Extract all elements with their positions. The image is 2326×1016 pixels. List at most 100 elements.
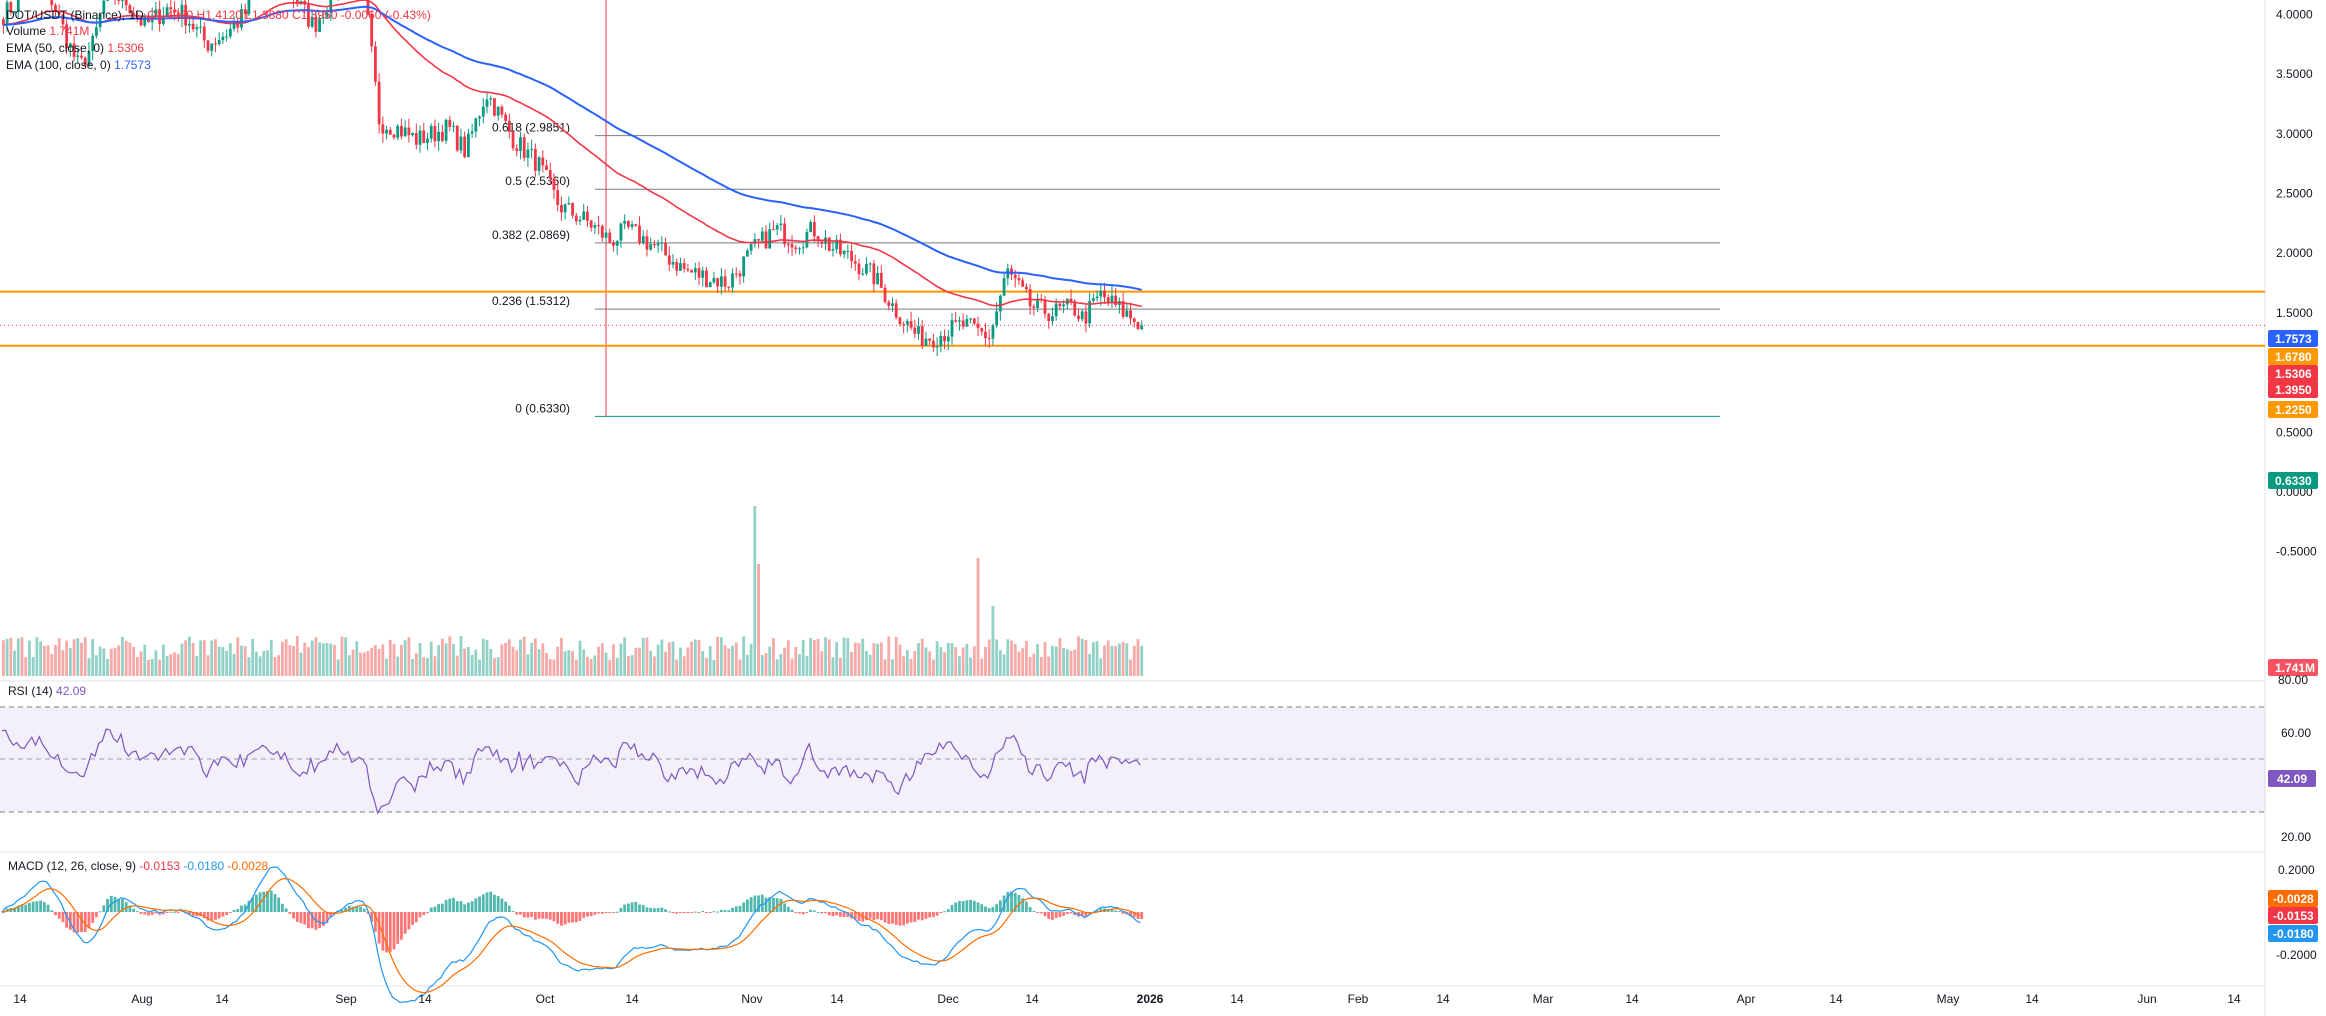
macd-histogram-bar [853, 912, 857, 920]
candle-body [917, 326, 920, 334]
volume-bar [1136, 639, 1140, 676]
macd-histogram-bar [173, 911, 176, 913]
macd-histogram-bar [396, 912, 400, 944]
candle-body [805, 231, 809, 248]
macd-histogram-bar [612, 912, 615, 914]
horizontal-levels[interactable] [0, 290, 2265, 347]
macd-histogram-bar [991, 907, 995, 912]
ema50-label[interactable]: EMA (50, close, 0) [6, 41, 105, 55]
time-axis[interactable]: 14 Aug 14 Sep 14 Oct 14 Nov 14 Dec 14 2026 14 Feb 14 Ma… [13, 992, 2241, 1006]
macd-histogram-bar [269, 890, 273, 912]
candle-body [188, 23, 191, 26]
candle-body [236, 23, 240, 28]
candle-body [738, 273, 742, 277]
volume-bar [961, 647, 965, 676]
volume-bar [519, 639, 522, 676]
volume-bar [541, 643, 545, 676]
volume-bar [340, 636, 344, 676]
candle-body [1036, 298, 1039, 308]
macd-histogram-bar [437, 904, 441, 912]
candle-body [530, 148, 534, 150]
symbol-title[interactable]: DOT/USDT (Binance), 1D [6, 8, 144, 22]
macd-histogram-bar [824, 912, 827, 914]
macd-histogram-bar [448, 898, 452, 912]
macd-histogram-bar [1080, 912, 1084, 917]
volume-bar [612, 644, 615, 676]
volume-bar [158, 659, 162, 676]
volume-bar [440, 638, 444, 676]
time-axis-label: 14 [1625, 992, 1639, 1006]
volume-bar [307, 647, 310, 676]
volume-bar [143, 644, 147, 676]
macd-histogram-bar [798, 912, 801, 914]
candle-body [775, 225, 779, 230]
volume-bar [95, 655, 98, 676]
price-tick-label: 2.0000 [2276, 246, 2313, 260]
rsi-value: 42.09 [56, 684, 87, 698]
candle-body [932, 340, 935, 348]
candle-body [191, 23, 195, 30]
candle-body [199, 26, 202, 28]
macd-value-hist: -0.0153 [139, 859, 181, 873]
candle-body [998, 295, 1002, 312]
macd-histogram-bar [444, 899, 448, 912]
volume-bar [563, 651, 567, 676]
volume-label[interactable]: Volume [6, 24, 47, 38]
candle-body [418, 130, 422, 145]
volume-bar [154, 650, 158, 676]
macd-histogram-bar [887, 912, 891, 924]
macd-histogram-bar [1114, 910, 1118, 912]
candle-body [894, 303, 898, 318]
ema100-label[interactable]: EMA (100, close, 0) [6, 58, 111, 72]
volume-bar [600, 643, 604, 676]
candle-body [649, 244, 653, 250]
macd-histogram-bar [318, 912, 321, 929]
macd-histogram-bar [753, 895, 757, 912]
macd-histogram-bar [1006, 891, 1010, 912]
volume-bar [578, 640, 582, 676]
candle-body [697, 268, 701, 278]
macd-histogram-bar [894, 912, 898, 925]
volume-bar [850, 652, 853, 676]
macd-histogram-bar [180, 911, 184, 913]
macd-histogram-bar [135, 911, 139, 913]
volume-bar [965, 644, 969, 676]
candle-body [742, 256, 746, 277]
volume-bar [1099, 658, 1103, 676]
volume-bar [1017, 651, 1021, 676]
volume-bar [355, 641, 359, 676]
volume-bar [987, 639, 991, 676]
volume-bar [928, 651, 932, 676]
macd-histogram-bar [917, 912, 920, 920]
candle-body [764, 231, 768, 249]
macd-histogram-bar [701, 910, 705, 912]
macd-histogram-bar [46, 904, 50, 912]
candle-body [812, 222, 816, 237]
candle-body [958, 320, 961, 322]
volume-bar [485, 639, 489, 676]
volume-bar [530, 642, 534, 676]
volume-bar [991, 606, 995, 676]
volume-bar [571, 651, 574, 676]
candle-body [377, 81, 381, 125]
candle-body [935, 346, 939, 348]
macd-histogram-bar [258, 892, 262, 912]
macd-histogram-bar [217, 912, 221, 919]
macd-histogram-bar [682, 912, 686, 914]
macd-histogram-bar [374, 912, 377, 932]
macd-histogram-bar [630, 902, 634, 912]
macd-histogram-bar [102, 905, 106, 912]
macd-label[interactable]: MACD (12, 26, close, 9) [8, 859, 137, 873]
time-axis-label: Oct [536, 992, 555, 1006]
candle-body [567, 203, 571, 205]
macd-histogram-bar [1054, 912, 1058, 918]
candle-body [865, 264, 868, 274]
candle-body [392, 134, 396, 138]
rsi-label[interactable]: RSI (14) [8, 684, 53, 698]
macd-histogram-bar [191, 912, 195, 916]
volume-bar [1043, 641, 1047, 676]
fibonacci-retracement[interactable]: 1 (4.4390)0.618 (2.9851)0.5 (2.5360)0.38… [492, 0, 1720, 417]
macd-histogram-bar [1065, 912, 1069, 915]
candle-body [444, 119, 448, 141]
